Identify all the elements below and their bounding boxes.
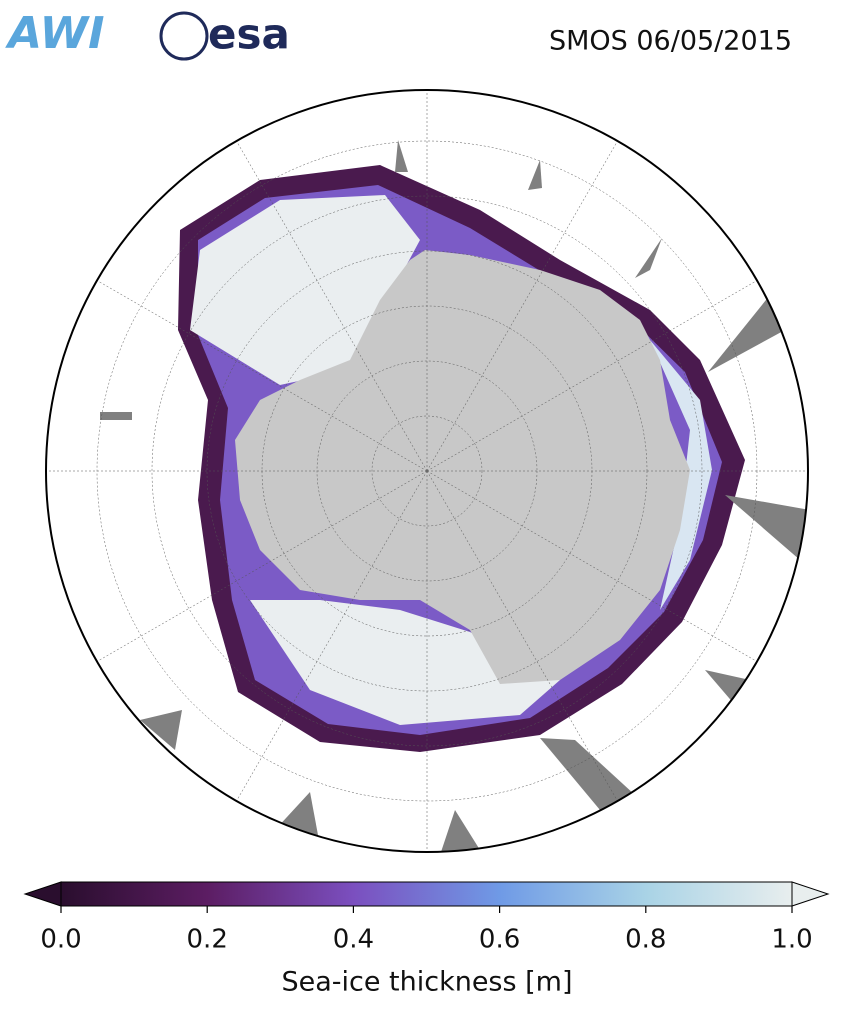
meridian [231,133,428,472]
colorbar-ramp [60,881,793,907]
graticule [46,90,808,852]
latitude-circle [151,195,703,747]
colorbar-label: Sea-ice thickness [m] [281,967,572,998]
colorbar-tick-label: 0.2 [187,925,228,955]
meridian [426,275,765,472]
esa-emblem [159,11,209,61]
meridian [426,470,765,667]
map-frame [45,89,809,853]
sea-ice-thick-ross [250,600,560,725]
colorbar-tick-label: 0.8 [625,925,666,955]
map [46,90,808,852]
meridian [231,470,428,809]
colorbar-tick-label: 1.0 [771,925,812,955]
latitude-circle [371,415,483,527]
colorbar-extend-low [23,881,62,907]
meridian [89,275,428,472]
sea-ice-thick-east [650,340,712,610]
meridian [426,470,623,809]
meridian [426,133,623,472]
colorbar-tick-label: 0.0 [40,925,81,955]
colorbar: Sea-ice thickness [m] 0.0 0.2 0.4 0.6 0.8 1.0 [23,881,830,998]
antarctica [235,250,690,684]
awi-logo: AWI [5,8,105,59]
map-title: SMOS 06/05/2015 [549,26,792,57]
meridian [89,470,428,667]
colorbar-extend-high [791,881,830,907]
esa-logo: esa [208,10,290,59]
colorbar-tick-label: 0.4 [333,925,374,955]
colorbar-tick-label: 0.6 [479,925,520,955]
